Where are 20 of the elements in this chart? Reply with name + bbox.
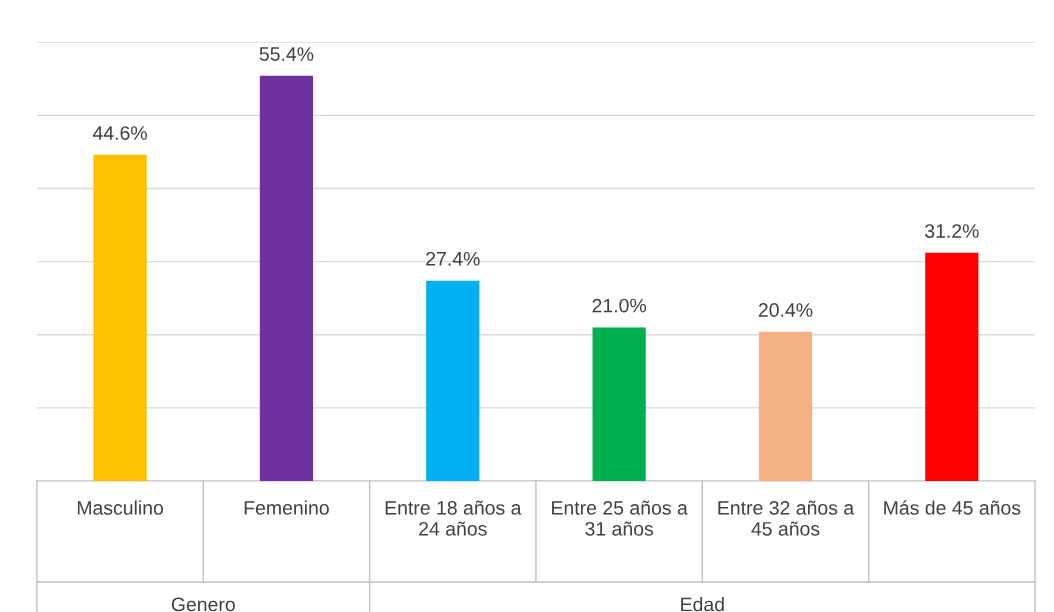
data-label: 21.0% xyxy=(592,298,647,313)
bar xyxy=(426,280,480,482)
bar xyxy=(758,331,813,482)
text: Edad xyxy=(681,597,724,612)
x-tick-label: Entre 18 años a 24 años xyxy=(385,500,522,536)
bar xyxy=(592,327,646,482)
x-tick-label: Femenino xyxy=(244,500,329,515)
x-tick-label: Masculino xyxy=(77,500,164,515)
data-label: 55.4% xyxy=(259,47,314,61)
bar xyxy=(925,252,979,482)
data-label: 44.6% xyxy=(92,126,147,140)
data-label: 31.2% xyxy=(925,224,979,238)
text: Genero xyxy=(171,597,235,612)
data-label: 27.4% xyxy=(426,251,480,266)
x-tick-label: Entre 32 años a 45 años xyxy=(718,500,855,536)
x-tick-label: Entre 25 años a 31 años xyxy=(552,500,688,536)
bar xyxy=(259,75,314,482)
data-label: 20.4% xyxy=(758,303,813,317)
x-tick-label: Más de 45 años xyxy=(884,500,1021,515)
bar xyxy=(93,154,147,482)
